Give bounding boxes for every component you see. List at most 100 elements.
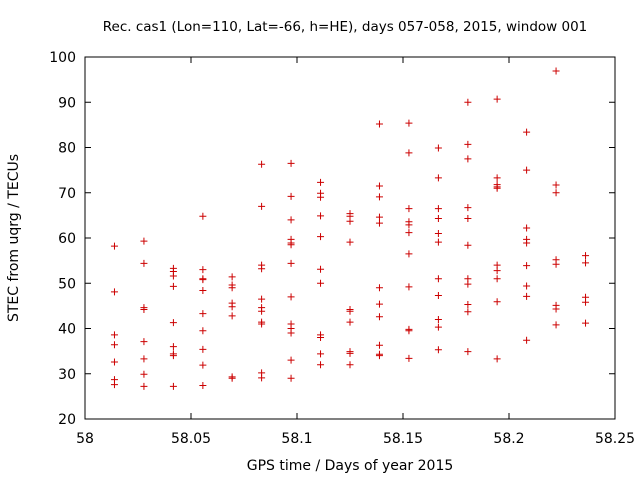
data-point — [434, 205, 442, 213]
data-point — [493, 184, 501, 192]
data-point — [464, 98, 472, 106]
data-point — [375, 193, 383, 201]
data-point — [464, 155, 472, 163]
data-point — [523, 282, 531, 290]
chart-title: Rec. cas1 (Lon=110, Lat=-66, h=HE), days… — [103, 19, 588, 35]
data-point — [317, 265, 325, 273]
data-point — [110, 341, 118, 349]
y-axis-label: STEC from uqrg / TECUs — [6, 154, 22, 322]
data-point — [375, 313, 383, 321]
data-point — [434, 144, 442, 152]
data-point — [140, 382, 148, 390]
data-point — [346, 217, 354, 225]
data-point — [110, 381, 118, 389]
y-tick-label: 50 — [58, 276, 76, 292]
data-point — [140, 237, 148, 245]
data-point — [523, 239, 531, 247]
data-point — [140, 338, 148, 346]
data-point — [523, 128, 531, 136]
data-point — [287, 356, 295, 364]
x-tick-label: 58.2 — [493, 431, 524, 447]
data-point — [287, 216, 295, 224]
data-point — [523, 166, 531, 174]
data-point — [287, 293, 295, 301]
data-point — [317, 178, 325, 186]
data-point — [317, 193, 325, 201]
data-point — [523, 292, 531, 300]
data-point — [199, 212, 207, 220]
data-points — [110, 67, 590, 390]
data-point — [582, 298, 590, 306]
data-point — [434, 215, 442, 223]
data-point — [464, 280, 472, 288]
data-point — [464, 204, 472, 212]
data-point — [228, 312, 236, 320]
data-point — [199, 345, 207, 353]
x-axis-label: GPS time / Days of year 2015 — [247, 458, 454, 474]
data-point — [199, 382, 207, 390]
data-point — [552, 67, 560, 75]
data-point — [493, 298, 501, 306]
data-point — [552, 305, 560, 313]
data-point — [228, 284, 236, 292]
data-point — [405, 354, 413, 362]
data-point — [287, 159, 295, 167]
data-point — [317, 212, 325, 220]
data-point — [169, 282, 177, 290]
data-point — [169, 343, 177, 351]
data-point — [228, 303, 236, 311]
data-point — [228, 374, 236, 382]
data-point — [434, 291, 442, 299]
data-point — [199, 286, 207, 294]
data-point — [258, 265, 266, 273]
data-point — [552, 260, 560, 268]
data-point — [405, 327, 413, 335]
data-point — [405, 283, 413, 291]
data-point — [552, 181, 560, 189]
data-point — [523, 262, 531, 270]
data-point — [287, 374, 295, 382]
data-point — [169, 272, 177, 280]
data-point — [434, 174, 442, 182]
data-point — [375, 341, 383, 349]
data-point — [434, 315, 442, 323]
data-point — [258, 160, 266, 168]
plot-frame — [84, 56, 616, 420]
data-point — [287, 241, 295, 249]
data-point — [493, 275, 501, 283]
data-point — [464, 301, 472, 309]
data-point — [552, 189, 560, 197]
data-point — [552, 321, 560, 329]
data-point — [110, 288, 118, 296]
x-tick-label: 58.05 — [171, 431, 211, 447]
data-point — [317, 361, 325, 369]
y-tick-label: 80 — [58, 141, 76, 157]
data-point — [375, 182, 383, 190]
data-point — [493, 95, 501, 103]
y-tick-label: 60 — [58, 231, 76, 247]
data-point — [375, 120, 383, 128]
data-point — [140, 305, 148, 313]
data-point — [317, 279, 325, 287]
data-point — [405, 229, 413, 237]
data-point — [434, 229, 442, 237]
data-point — [434, 238, 442, 246]
data-point — [493, 267, 501, 275]
data-point — [346, 349, 354, 357]
data-point — [582, 319, 590, 327]
y-tick-label: 40 — [58, 322, 76, 338]
y-tick-label: 70 — [58, 186, 76, 202]
data-point — [346, 307, 354, 315]
y-tick-labels: 20 30 40 50 60 70 80 90 100 — [49, 50, 76, 428]
y-tick-label: 20 — [58, 412, 76, 428]
data-point — [523, 336, 531, 344]
data-point — [405, 205, 413, 213]
data-point — [258, 295, 266, 303]
data-point — [375, 300, 383, 308]
data-point — [110, 358, 118, 366]
data-point — [405, 221, 413, 229]
x-tick-label: 58.1 — [281, 431, 312, 447]
data-point — [169, 319, 177, 327]
x-tick-label: 58.15 — [383, 431, 423, 447]
